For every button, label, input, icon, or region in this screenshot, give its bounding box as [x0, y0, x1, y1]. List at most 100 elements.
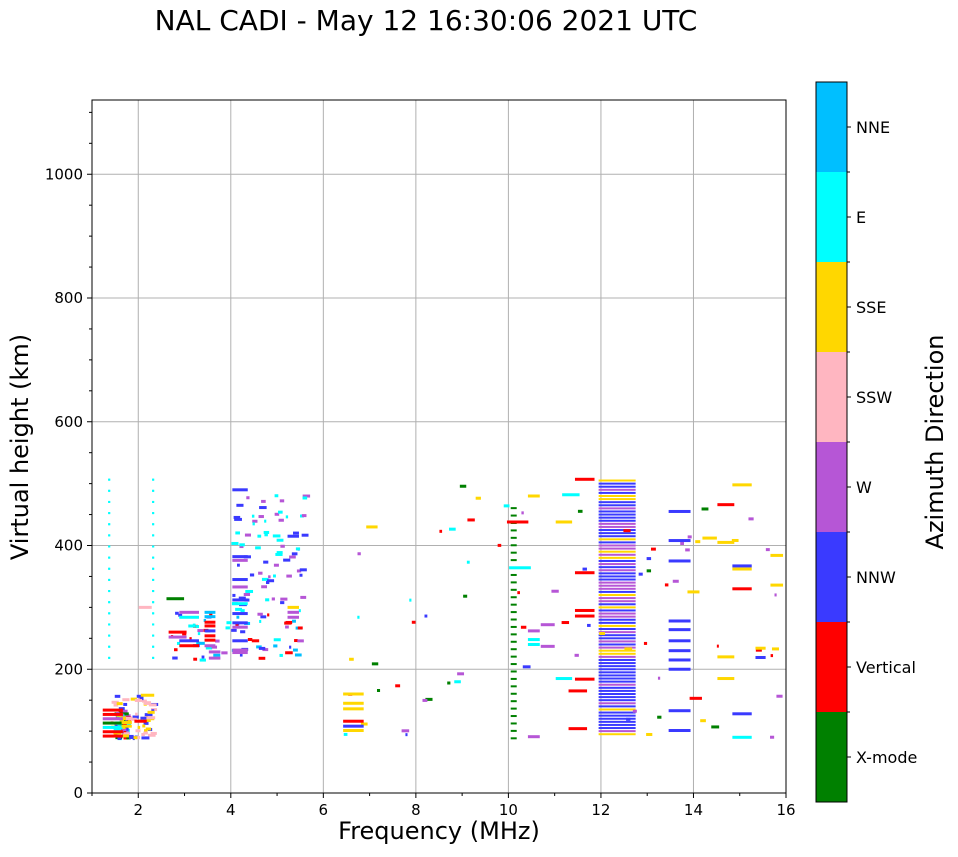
interference-line: [598, 516, 636, 519]
echo-segment: [717, 677, 735, 681]
echo-mark: [268, 575, 271, 579]
echo-segment: [540, 644, 555, 648]
echo-mark: [203, 618, 207, 622]
echo-mark: [122, 714, 131, 718]
echo-segment: [732, 483, 752, 487]
echo-mark: [136, 694, 144, 698]
echo-mark: [264, 533, 268, 537]
echo-mark: [225, 626, 230, 630]
echo-dot: [108, 590, 111, 593]
xmode-mark: [510, 529, 517, 532]
echo-mark: [454, 680, 461, 684]
interference-line: [598, 696, 636, 699]
echo-mark: [623, 529, 631, 533]
echo-segment: [668, 628, 691, 632]
echo-dot: [108, 534, 111, 537]
echo-segment: [121, 724, 132, 728]
y-tick-label: 0: [73, 784, 83, 802]
echo-mark: [255, 546, 261, 550]
echo-mark: [294, 653, 302, 657]
echo-mark: [142, 724, 146, 728]
echo-mark: [193, 657, 198, 661]
echo-mark: [199, 658, 206, 662]
x-tick-label: 16: [776, 801, 795, 819]
echo-mark: [657, 715, 662, 719]
echo-segment: [687, 590, 700, 594]
echo-mark: [299, 568, 307, 572]
echo-mark: [401, 729, 410, 733]
echo-mark: [517, 591, 520, 595]
echo-segment: [668, 639, 691, 643]
echo-mark: [264, 519, 267, 523]
echo-mark: [293, 531, 299, 535]
interference-line: [598, 705, 636, 708]
echo-dot: [108, 601, 111, 604]
echo-segment: [574, 677, 595, 681]
interference-line: [598, 501, 636, 504]
colorbar-label-vertical: Vertical: [856, 658, 916, 677]
interference-line: [598, 671, 636, 674]
echo-mark: [139, 697, 144, 701]
echo-mark: [116, 702, 123, 706]
echo-dot: [108, 645, 111, 648]
echo-segment: [717, 503, 735, 507]
echo-mark: [371, 662, 379, 666]
interference-line: [598, 566, 636, 569]
echo-segment: [555, 520, 573, 524]
echo-mark: [175, 611, 179, 615]
x-tick-label: 14: [684, 801, 703, 819]
echo-mark: [520, 625, 527, 629]
echo-mark: [258, 646, 266, 650]
echo-mark: [133, 736, 138, 740]
interference-line: [598, 563, 636, 566]
interference-line: [598, 498, 636, 501]
echo-mark: [144, 729, 148, 733]
echo-segment: [668, 509, 691, 513]
echo-mark: [650, 547, 656, 551]
interference-line: [598, 646, 636, 649]
echo-segment: [204, 620, 216, 624]
xmode-mark: [510, 514, 517, 517]
interference-line: [598, 628, 636, 631]
echo-segment: [121, 720, 132, 724]
echo-mark: [235, 624, 239, 628]
echo-mark: [239, 653, 243, 657]
echo-dot: [152, 623, 155, 626]
echo-segment: [668, 709, 691, 713]
echo-segment: [366, 525, 378, 529]
interference-line: [598, 655, 636, 658]
echo-segment: [574, 614, 595, 618]
echo-mark: [273, 563, 279, 567]
xmode-mark: [510, 588, 517, 591]
interference-line: [598, 727, 636, 730]
echo-mark: [349, 657, 354, 661]
interference-line: [598, 581, 636, 584]
echo-mark: [289, 645, 292, 649]
interference-line: [598, 637, 636, 640]
echo-segment: [717, 540, 735, 544]
interference-line: [598, 631, 636, 634]
interference-line: [598, 606, 636, 609]
echo-mark: [680, 541, 685, 545]
echo-segment: [208, 656, 221, 660]
colorbar-label-e: E: [856, 208, 866, 227]
echo-segment: [732, 564, 752, 568]
echo-mark: [273, 574, 276, 578]
echo-mark: [343, 732, 348, 736]
echo-mark: [551, 589, 559, 593]
echo-segment: [232, 585, 248, 589]
echo-mark: [143, 701, 151, 705]
echo-mark: [587, 623, 591, 627]
echo-dot: [108, 623, 111, 626]
interference-line: [598, 717, 636, 720]
echo-segment: [232, 612, 248, 616]
echo-segment: [574, 477, 595, 481]
echo-mark: [123, 702, 128, 706]
echo-dot: [108, 634, 111, 637]
azimuth-colorbar: X-mode Vertical NNW W SSW SSE E NNE: [815, 81, 917, 803]
echo-mark: [201, 655, 205, 659]
echo-mark: [280, 597, 288, 601]
echo-segment: [179, 615, 200, 619]
colorbar-label-sse: SSE: [856, 298, 886, 317]
x-tick-label: 12: [591, 801, 610, 819]
